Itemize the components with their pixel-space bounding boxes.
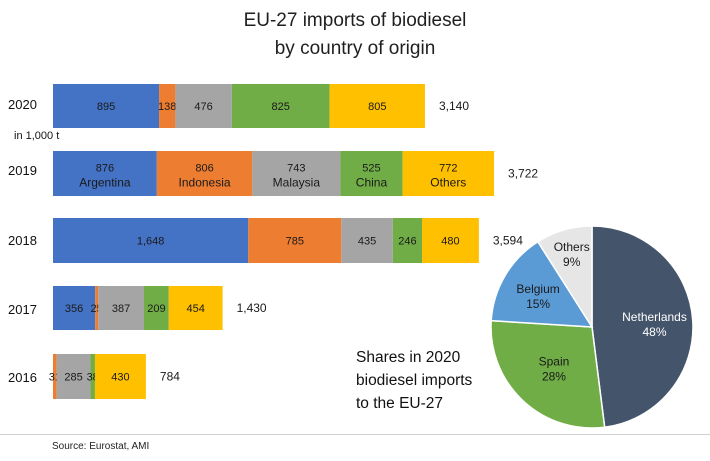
year-label-2019: 2019 [8, 163, 37, 178]
pie-label-belgium: Belgium [516, 282, 559, 296]
bar-segment-2020-others [329, 84, 425, 128]
source-note: Source: Eurostat, AMI [52, 441, 150, 452]
bar-segment-2017-indonesia [95, 286, 99, 330]
bar-series-name-indonesia: Indonesia [179, 176, 231, 190]
pie-percent-spain: 28% [542, 369, 566, 383]
bar-segment-2018-others [422, 218, 479, 263]
bar-value-label-2019-argentina: 876 [96, 163, 114, 175]
bar-value-label-2017-others: 454 [186, 303, 204, 315]
bar-value-label-2018-argentina: 1,648 [137, 236, 165, 248]
pie-caption-line-2: biodiesel imports [356, 372, 473, 389]
year-label-2018: 2018 [8, 233, 37, 248]
pie-percent-others: 9% [563, 255, 581, 269]
bar-segment-2019-china [340, 151, 403, 196]
bar-segment-2017-others [168, 286, 223, 330]
bar-segment-2020-malaysia [175, 84, 232, 128]
pie-caption: Shares in 2020 biodiesel imports to the … [356, 346, 472, 415]
bar-segment-2016-others [94, 354, 146, 399]
bar-series-name-others: Others [430, 176, 466, 190]
footer-divider [0, 434, 710, 435]
bar-value-label-2020-argentina: 895 [97, 101, 115, 113]
bar-segment-2016-indonesia [53, 354, 57, 399]
bar-value-label-2020-malaysia: 476 [194, 101, 212, 113]
bar-series-name-argentina: Argentina [79, 176, 131, 190]
bar-total-label-2019: 3,722 [508, 167, 538, 181]
pie-label-netherlands: Netherlands [622, 310, 687, 324]
pie-percent-netherlands: 48% [642, 325, 666, 339]
year-label-2017: 2017 [8, 302, 37, 317]
bar-value-label-2019-others: 772 [439, 163, 457, 175]
chart-title-line-1: EU-27 imports of biodiesel [243, 10, 467, 31]
bar-value-label-2018-indonesia: 785 [286, 236, 304, 248]
bar-value-label-2016-malaysia: 285 [64, 372, 82, 384]
bar-value-label-2018-malaysia: 435 [358, 236, 376, 248]
bar-series-name-malaysia: Malaysia [273, 176, 321, 190]
pie-percent-belgium: 15% [526, 297, 550, 311]
pie-slice-belgium [490, 240, 594, 328]
chart-title-line-2: by country of origin [274, 38, 436, 59]
bar-value-label-2018-china: 246 [398, 236, 416, 248]
bar-segment-2018-indonesia [248, 218, 342, 263]
bar-value-label-2019-china: 525 [362, 163, 380, 175]
bar-segment-2016-china [90, 354, 95, 399]
pie-caption-line-3: to the EU-27 [356, 395, 444, 412]
bar-segment-2018-china [392, 218, 423, 263]
bar-value-label-2017-argentina: 356 [65, 303, 83, 315]
bar-value-label-2016-others: 430 [111, 372, 129, 384]
bar-total-label-2020: 3,140 [439, 99, 469, 113]
bar-segment-2020-indonesia [159, 84, 176, 128]
bar-segment-2019-malaysia [252, 151, 341, 196]
bar-segment-2019-argentina [53, 151, 157, 196]
bar-total-label-2017: 1,430 [237, 301, 267, 315]
bar-segment-2017-argentina [53, 286, 96, 330]
bar-value-label-2019-indonesia: 806 [195, 163, 213, 175]
pie-label-spain: Spain [539, 354, 570, 368]
bar-segment-2017-malaysia [98, 286, 145, 330]
pie-slice-others [536, 225, 593, 330]
bar-value-label-2019-malaysia: 743 [287, 163, 305, 175]
pie-slice-spain [490, 319, 606, 429]
pie-caption-line-1: Shares in 2020 [356, 349, 461, 366]
bar-segment-2020-argentina [53, 84, 160, 128]
bar-value-label-2020-others: 805 [368, 101, 386, 113]
bar-segment-2018-malaysia [341, 218, 393, 263]
bar-segment-2019-indonesia [156, 151, 253, 196]
bar-total-label-2016: 784 [160, 370, 180, 384]
bar-series-name-china: China [356, 176, 388, 190]
bar-segment-2016-malaysia [56, 354, 91, 399]
bar-total-label-2018: 3,594 [493, 234, 523, 248]
pie-label-others: Others [554, 240, 590, 254]
bar-segment-2020-china [231, 84, 330, 128]
year-label-2016: 2016 [8, 370, 37, 385]
pie-slice-netherlands [591, 225, 694, 429]
bar-value-label-2020-indonesia: 138 [158, 101, 176, 113]
bar-value-label-2020-china: 825 [272, 101, 290, 113]
bar-segment-2019-others [402, 151, 495, 196]
bar-segment-2017-china [144, 286, 169, 330]
bar-segment-2018-argentina [53, 218, 249, 263]
bar-value-label-2018-others: 480 [441, 236, 459, 248]
unit-label: in 1,000 t [14, 130, 60, 142]
bar-value-label-2017-malaysia: 387 [112, 303, 130, 315]
bar-value-label-2017-china: 209 [147, 303, 165, 315]
year-label-2020: 2020 [8, 97, 37, 112]
